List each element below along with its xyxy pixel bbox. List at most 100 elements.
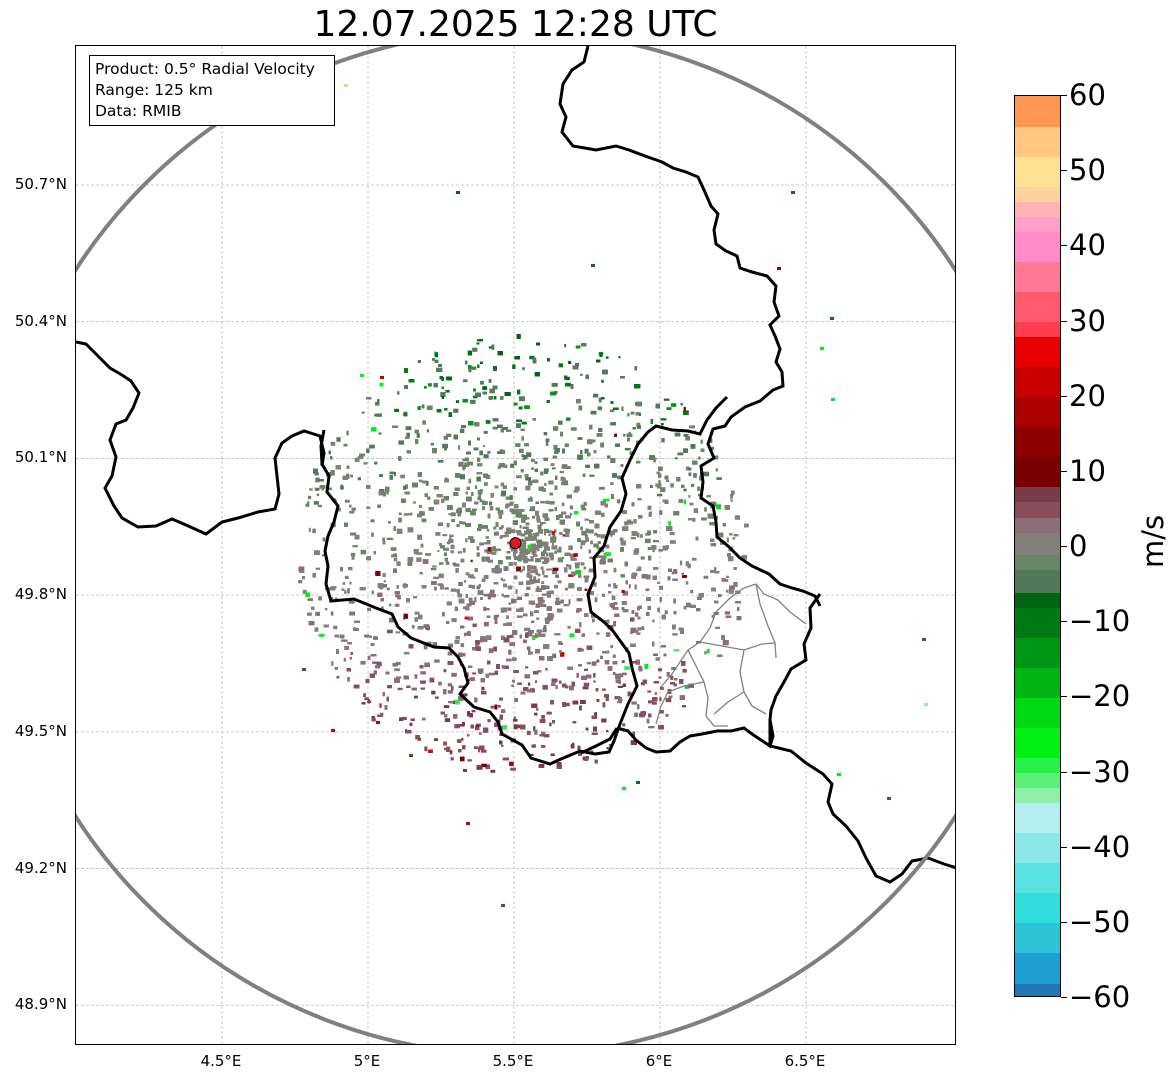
- echo-pixel: [527, 568, 531, 572]
- echo-pixel: [716, 504, 722, 510]
- echo-pixel: [463, 379, 468, 383]
- echo-pixel: [509, 761, 514, 767]
- echo-pixel: [437, 459, 444, 463]
- echo-pixel: [423, 644, 428, 650]
- echo-pixel: [419, 504, 422, 508]
- echo-pixel: [527, 498, 533, 502]
- echo-pixel: [483, 454, 489, 459]
- echo-pixel: [557, 580, 562, 584]
- echo-pixel: [476, 457, 481, 462]
- echo-pixel: [307, 495, 312, 500]
- echo-pixel: [540, 521, 546, 524]
- echo-pixel: [460, 643, 465, 648]
- echo-pixel: [443, 435, 448, 440]
- echo-pixel: [455, 568, 459, 573]
- echo-pixel: [430, 567, 437, 571]
- echo-pixel: [363, 462, 368, 465]
- echo-pixel: [663, 398, 670, 401]
- echo-pixel: [316, 493, 320, 497]
- echo-pixel: [514, 697, 518, 702]
- echo-pixel: [568, 583, 575, 589]
- echo-pixel: [465, 507, 471, 513]
- echo-pixel: [458, 696, 464, 701]
- echo-pixel: [665, 697, 672, 703]
- echo-pixel: [352, 545, 358, 548]
- echo-pixel: [458, 461, 464, 467]
- echo-pixel: [442, 534, 448, 537]
- echo-pixel: [440, 392, 446, 398]
- echo-pixel: [425, 480, 429, 486]
- echo-pixel: [307, 501, 310, 504]
- echo-pixel: [471, 492, 474, 496]
- echo-pixel: [498, 527, 503, 530]
- echo-pixel: [451, 685, 454, 691]
- echo-pixel: [471, 710, 476, 713]
- echo-pixel: [458, 749, 462, 753]
- echo-pixel: [371, 427, 377, 432]
- echo-pixel: [601, 555, 607, 559]
- echo-pixel: [401, 716, 407, 720]
- echo-pixel: [387, 629, 393, 634]
- echo-pixel: [438, 573, 444, 579]
- echo-pixel: [584, 448, 589, 454]
- echo-pixel: [653, 653, 658, 656]
- echo-pixel: [315, 611, 320, 616]
- echo-pixel: [710, 446, 714, 451]
- echo-pixel: [542, 627, 547, 633]
- echo-pixel: [568, 599, 571, 605]
- echo-pixel: [477, 668, 484, 673]
- echo-pixel: [543, 734, 550, 738]
- echo-pixel: [317, 504, 322, 508]
- echo-pixel: [636, 422, 641, 428]
- echo-pixel: [480, 380, 484, 385]
- echo-pixel: [610, 532, 613, 537]
- echo-pixel: [706, 495, 711, 498]
- echo-pixel: [696, 608, 701, 612]
- echo-pixel: [617, 685, 624, 688]
- echo-pixel: [541, 593, 548, 596]
- echo-pixel: [314, 627, 319, 632]
- echo-pixel: [477, 496, 482, 501]
- echo-pixel: [489, 501, 492, 506]
- echo-pixel: [644, 663, 649, 669]
- echo-pixel: [416, 433, 420, 438]
- echo-pixel: [556, 549, 562, 553]
- echo-pixel: [669, 540, 676, 544]
- echo-pixel: [414, 611, 420, 615]
- echo-pixel: [608, 583, 611, 587]
- echo-pixel: [434, 738, 439, 741]
- echo-pixel: [534, 545, 539, 550]
- echo-pixel: [553, 451, 559, 454]
- radar-map[interactable]: [75, 45, 956, 1045]
- echo-pixel: [511, 598, 515, 604]
- echo-pixel: [393, 526, 396, 531]
- echo-pixel: [581, 530, 587, 536]
- echo-pixel: [302, 576, 305, 580]
- echo-pixel: [513, 724, 518, 730]
- echo-pixel: [569, 505, 573, 510]
- echo-pixel: [422, 559, 429, 564]
- echo-pixel: [484, 549, 488, 553]
- echo-pixel: [459, 756, 465, 762]
- echo-pixel: [344, 575, 349, 579]
- echo-pixel: [519, 525, 522, 529]
- echo-pixel: [486, 528, 490, 532]
- echo-pixel: [529, 355, 535, 360]
- echo-pixel: [682, 575, 687, 578]
- echo-pixel: [386, 490, 389, 495]
- echo-pixel: [473, 395, 478, 399]
- echo-pixel: [605, 632, 611, 637]
- echo-pixel: [486, 549, 493, 555]
- echo-pixel: [475, 644, 480, 648]
- echo-pixel: [660, 686, 664, 690]
- echo-pixel: [686, 602, 691, 608]
- echo-pixel: [589, 474, 595, 477]
- echo-pixel: [653, 540, 659, 543]
- echo-pixel: [584, 534, 589, 539]
- echo-pixel: [640, 556, 645, 560]
- echo-pixel: [549, 552, 554, 558]
- echo-pixel: [459, 428, 465, 433]
- echo-pixel: [457, 512, 461, 517]
- echo-pixel: [730, 499, 733, 502]
- echo-pixel: [485, 608, 490, 611]
